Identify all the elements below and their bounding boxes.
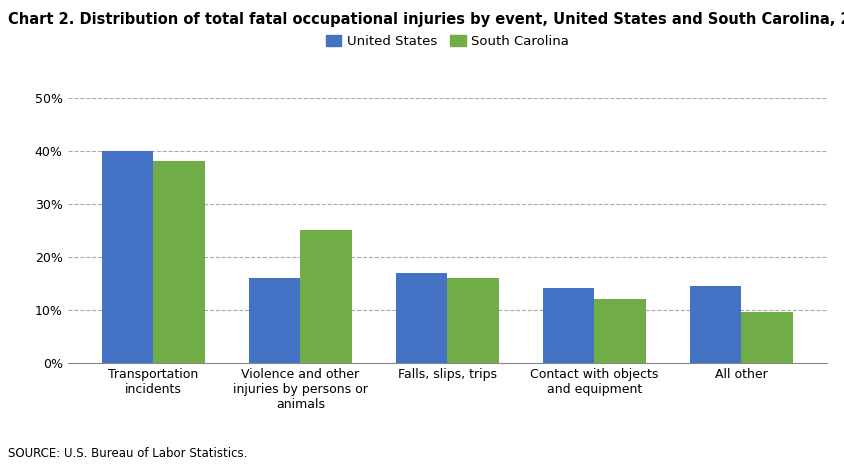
Text: Chart 2. Distribution of total fatal occupational injuries by event, United Stat: Chart 2. Distribution of total fatal occ…: [8, 12, 844, 27]
Text: SOURCE: U.S. Bureau of Labor Statistics.: SOURCE: U.S. Bureau of Labor Statistics.: [8, 447, 248, 460]
Bar: [741, 312, 793, 363]
Bar: [300, 230, 352, 363]
Bar: [102, 151, 154, 363]
Bar: [447, 278, 499, 363]
Bar: [154, 161, 205, 363]
Bar: [396, 272, 447, 363]
Bar: [249, 278, 300, 363]
Legend: United States, South Carolina: United States, South Carolina: [320, 30, 575, 53]
Bar: [594, 299, 646, 363]
Bar: [690, 286, 741, 363]
Bar: [543, 288, 594, 363]
